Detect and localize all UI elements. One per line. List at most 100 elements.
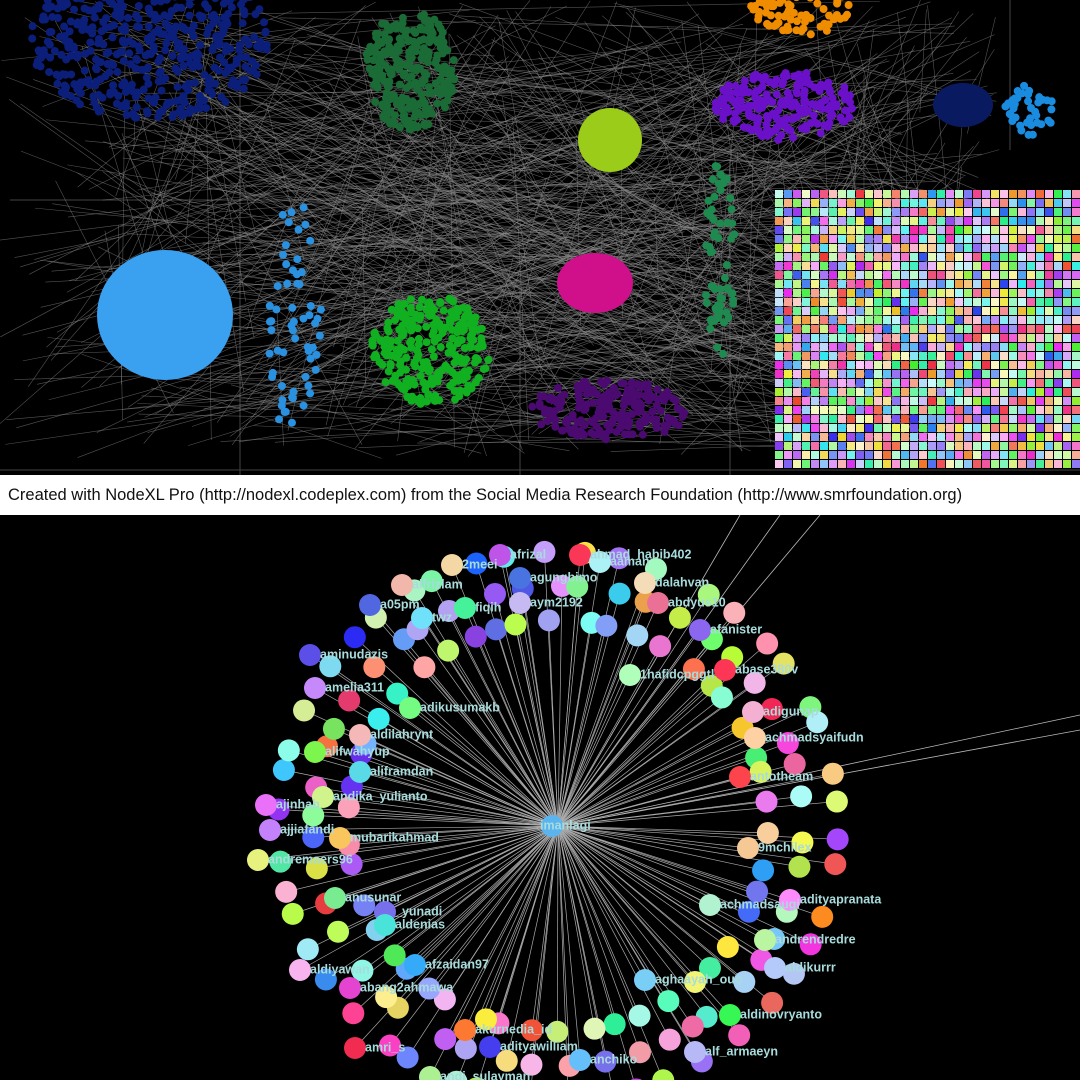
node <box>712 99 721 108</box>
node <box>1045 451 1053 459</box>
edge <box>612 70 705 261</box>
node <box>388 117 397 126</box>
node <box>784 415 792 423</box>
edge <box>150 192 596 291</box>
node-label: adityawilliam <box>500 1039 578 1053</box>
node <box>1009 352 1017 360</box>
node <box>755 0 764 6</box>
node <box>569 544 591 566</box>
edge <box>111 43 838 150</box>
node-label: 1hafidcpggtl <box>640 667 714 681</box>
node <box>617 379 626 388</box>
node <box>86 38 95 47</box>
node <box>892 280 900 288</box>
node <box>758 97 767 106</box>
node <box>1054 343 1062 351</box>
node <box>847 460 855 468</box>
node <box>847 316 855 324</box>
edge <box>191 278 635 427</box>
node <box>928 190 936 198</box>
node <box>337 796 360 819</box>
node <box>1036 352 1044 360</box>
node <box>724 88 733 97</box>
node <box>928 397 936 405</box>
node <box>832 10 841 19</box>
edge <box>456 35 828 298</box>
node <box>1027 406 1035 414</box>
node <box>451 395 460 404</box>
node <box>407 72 416 81</box>
node <box>793 226 801 234</box>
node <box>1063 388 1071 396</box>
node <box>775 397 783 405</box>
edge <box>557 825 795 975</box>
edge <box>557 582 646 827</box>
node <box>892 415 900 423</box>
node <box>946 280 954 288</box>
node <box>433 99 442 108</box>
node <box>865 433 873 441</box>
edge <box>120 113 820 280</box>
node <box>856 208 864 216</box>
node <box>910 217 918 225</box>
node <box>302 826 325 849</box>
node <box>1009 262 1017 270</box>
node <box>964 460 972 468</box>
node <box>456 386 465 395</box>
node <box>293 699 316 722</box>
edge <box>202 93 466 383</box>
node <box>731 82 740 91</box>
node <box>919 235 927 243</box>
node <box>293 255 302 264</box>
edge <box>314 687 559 827</box>
node <box>1036 442 1044 450</box>
edge <box>187 25 955 121</box>
node <box>756 129 765 138</box>
node <box>1000 307 1008 315</box>
node <box>847 253 855 261</box>
node <box>698 957 721 980</box>
node <box>892 352 900 360</box>
node <box>703 208 712 217</box>
node <box>304 381 313 390</box>
node <box>964 433 972 441</box>
node <box>919 244 927 252</box>
node <box>375 65 384 74</box>
node <box>383 324 392 333</box>
edge <box>254 425 808 449</box>
node <box>294 225 303 234</box>
node <box>706 248 715 257</box>
node <box>919 307 927 315</box>
node <box>172 3 181 12</box>
edge <box>557 825 641 1053</box>
node <box>838 370 846 378</box>
node <box>775 307 783 315</box>
node <box>729 766 751 788</box>
node <box>784 460 792 468</box>
node <box>261 28 270 37</box>
node <box>372 78 381 87</box>
edge <box>472 35 676 260</box>
node <box>236 0 245 9</box>
node <box>811 442 819 450</box>
node <box>225 0 234 5</box>
node <box>856 190 864 198</box>
edge <box>33 79 785 348</box>
node <box>1072 217 1080 225</box>
node <box>838 388 846 396</box>
node <box>453 339 462 348</box>
edge <box>160 9 835 353</box>
node <box>1045 388 1053 396</box>
edge <box>457 15 705 32</box>
node <box>373 41 382 50</box>
node <box>380 47 389 56</box>
edge <box>353 825 559 1014</box>
node <box>901 262 909 270</box>
node <box>1000 253 1008 261</box>
node <box>454 597 476 619</box>
node <box>973 325 981 333</box>
node <box>919 388 927 396</box>
node <box>1047 97 1056 106</box>
node <box>292 270 301 279</box>
node <box>824 853 847 876</box>
